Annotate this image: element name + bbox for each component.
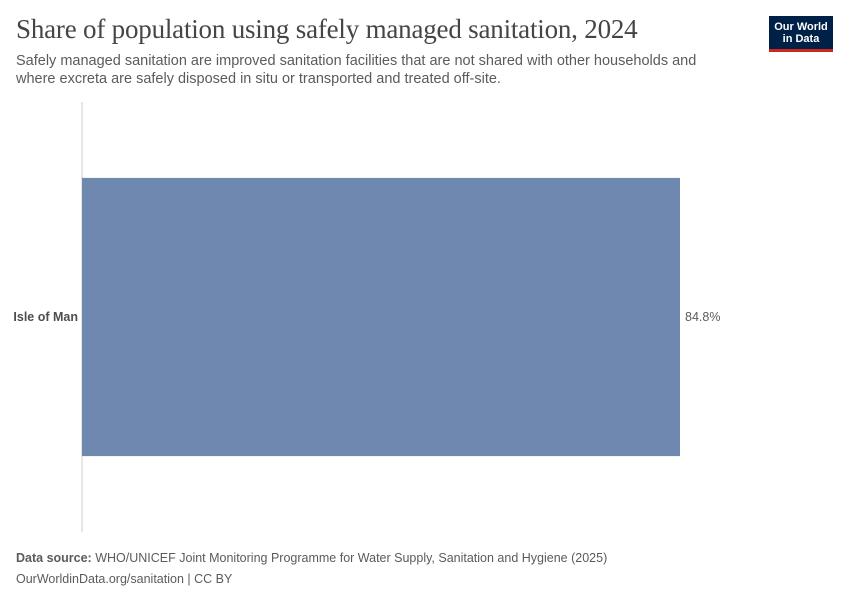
data-source-line: Data source: WHO/UNICEF Joint Monitoring… xyxy=(16,548,607,569)
value-label: 84.8% xyxy=(685,310,720,324)
chart-footer: Data source: WHO/UNICEF Joint Monitoring… xyxy=(16,548,607,590)
chart-title: Share of population using safely managed… xyxy=(16,14,638,44)
data-source-label: Data source: xyxy=(16,551,92,565)
chart-subtitle: Safely managed sanitation are improved s… xyxy=(16,53,697,87)
source-link[interactable]: OurWorldinData.org/sanitation | CC BY xyxy=(16,572,233,586)
data-source-text: WHO/UNICEF Joint Monitoring Programme fo… xyxy=(95,551,608,565)
logo-line-2: in Data xyxy=(782,33,820,45)
logo-line-1: Our World xyxy=(774,21,828,33)
bar[interactable] xyxy=(82,177,680,457)
owid-logo[interactable]: Our World in Data xyxy=(769,16,833,52)
category-label: Isle of Man xyxy=(13,310,78,324)
